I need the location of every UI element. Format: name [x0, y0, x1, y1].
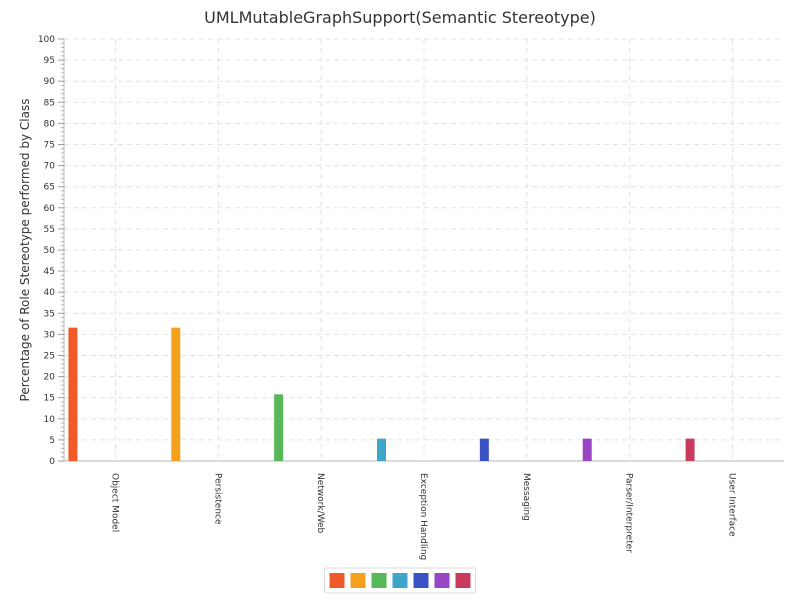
x-tick-label: Object Model — [109, 473, 119, 532]
y-tick-label: 80 — [44, 119, 56, 129]
bars — [68, 327, 695, 461]
legend-swatch — [392, 573, 408, 588]
y-tick-label: 85 — [44, 98, 55, 108]
legend-swatch — [434, 573, 450, 588]
y-tick-label: 65 — [44, 183, 55, 193]
legend — [324, 567, 476, 594]
legend-swatch — [329, 573, 345, 588]
legend-swatch — [413, 573, 429, 588]
y-tick-label: 70 — [44, 162, 56, 172]
bar-persistence — [171, 327, 181, 461]
x-tick-label: Messaging — [521, 473, 531, 521]
y-axis-label: Percentage of Role Stereotype performed … — [18, 99, 32, 402]
x-tick-label: Persistence — [212, 473, 222, 525]
y-tick-label: 15 — [44, 394, 55, 404]
y-tick-label: 20 — [44, 373, 56, 383]
y-tick-label: 5 — [49, 436, 55, 446]
x-tick-label: User Interface — [727, 473, 737, 537]
bar-parser-interpreter — [582, 438, 592, 461]
y-tick-label: 95 — [44, 56, 55, 66]
y-tick-label: 45 — [44, 267, 55, 277]
legend-swatch — [371, 573, 387, 588]
y-tick-label: 50 — [44, 246, 56, 256]
legend-swatch — [350, 573, 366, 588]
bar-object-model — [68, 327, 78, 461]
chart-title: UMLMutableGraphSupport(Semantic Stereoty… — [204, 8, 596, 27]
y-tick-label: 75 — [44, 141, 55, 151]
y-axis-ticks: 0 5 10 15 20 25 30 35 40 45 50 55 60 65 70 75 80 85 90 95 10… — [38, 35, 64, 467]
y-tick-label: 30 — [44, 330, 56, 340]
y-tick-label: 40 — [44, 288, 56, 298]
legend-swatch — [455, 573, 471, 588]
y-tick-label: 0 — [49, 457, 55, 467]
y-tick-label: 90 — [44, 77, 56, 87]
y-tick-label: 10 — [44, 415, 56, 425]
y-tick-label: 55 — [44, 225, 55, 235]
x-tick-label: Parser/Interpreter — [624, 473, 634, 553]
y-tick-label: 60 — [44, 204, 56, 214]
x-tick-label: Network/Web — [315, 473, 325, 534]
y-tick-label: 100 — [38, 35, 55, 45]
bar-messaging — [479, 438, 489, 461]
x-tick-label: Exception Handling — [418, 473, 428, 560]
bar-user-interface — [685, 438, 695, 461]
grid — [64, 38, 784, 461]
y-tick-label: 35 — [44, 309, 55, 319]
bar-network-web — [274, 394, 284, 461]
x-axis-ticks: Object Model Persistence Network/Web Except… — [109, 473, 736, 560]
y-tick-label: 25 — [44, 352, 55, 362]
bar-exception-handling — [377, 438, 386, 461]
